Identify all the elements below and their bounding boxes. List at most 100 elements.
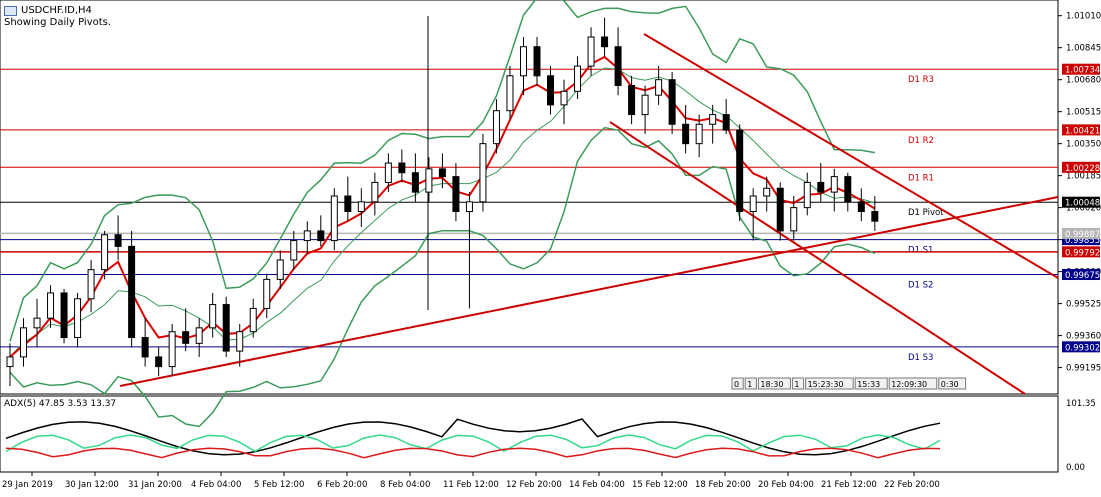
pivot-price-tag <box>1062 269 1100 281</box>
adx-min-label: 0.00 <box>1066 463 1085 473</box>
candle-body <box>6 356 14 368</box>
pivot-price-tag <box>1062 124 1100 136</box>
candle-body <box>533 46 541 77</box>
candle-body <box>290 240 298 261</box>
session-pill-label: 0:30 <box>941 380 959 389</box>
candle-body <box>682 123 690 145</box>
bollinger-upper <box>9 0 875 342</box>
candle-body <box>20 327 28 358</box>
pivot-name: D1 S3 <box>908 353 933 363</box>
time-label: 5 Feb 12:00 <box>254 480 304 490</box>
candle-body <box>249 307 257 333</box>
adx-max-label: 101.35 <box>1066 399 1096 409</box>
candle-body <box>195 327 203 344</box>
candle-body <box>357 201 365 213</box>
session-pill-box <box>938 377 967 390</box>
pivot-name: D1 Pivot <box>908 208 944 218</box>
candle-body <box>101 234 109 271</box>
candle-body <box>155 356 163 368</box>
pivot-name: D1 S1 <box>908 246 933 256</box>
candle-body <box>411 172 419 193</box>
candle-body <box>141 337 149 358</box>
adx-indicator: 101.35 0.00 <box>5 399 1096 473</box>
chart-window-icon <box>4 5 17 16</box>
time-label: 30 Jan 12:00 <box>65 480 119 490</box>
adx-plus-di-line <box>5 434 941 453</box>
level-price-label: 0.99792 <box>1065 248 1100 258</box>
candle-body <box>749 195 757 213</box>
candle-body <box>479 143 487 203</box>
time-label: 15 Feb 12:00 <box>632 480 688 490</box>
pivot-price-label: 1.00228 <box>1065 164 1100 174</box>
session-pill-label: 15:23:30 <box>808 380 844 389</box>
candle-body <box>547 75 555 106</box>
candle-body <box>330 195 338 242</box>
candle-body <box>655 79 663 96</box>
bollinger-lower <box>9 126 876 428</box>
candle-body <box>398 162 406 174</box>
pivot-price-label: 1.00734 <box>1065 66 1100 76</box>
candle-body <box>465 201 473 213</box>
session-pill-label: 0 <box>734 380 739 389</box>
candle-body <box>857 201 865 213</box>
candle-body <box>844 176 852 203</box>
price-tick-label: 1.00020 <box>1066 204 1101 214</box>
level-price-label: 0.99887 <box>1065 230 1100 240</box>
chart-header: USDCHF.ID,H4 Showing Daily Pivots. <box>4 4 111 28</box>
pivot-name: D1 R3 <box>908 75 934 85</box>
candle-body <box>47 292 55 319</box>
pivot-price-label: 0.99302 <box>1065 343 1100 353</box>
candle-body <box>763 187 771 197</box>
candle-body <box>492 110 500 145</box>
session-pill-label: 18:30 <box>760 380 783 389</box>
candle-body <box>425 168 433 193</box>
bollinger-bands <box>9 0 876 428</box>
session-pill-box <box>791 377 805 390</box>
session-pill-label: 1 <box>747 380 752 389</box>
session-pills: 0 1 18:30 1 15:23:30 15:33 12:09:30 0:30 <box>731 377 967 390</box>
candle-body <box>303 230 311 242</box>
session-pill-label: 1 <box>794 380 799 389</box>
session-pill-box <box>757 377 791 390</box>
candle-body <box>709 114 717 125</box>
candle-body <box>817 181 825 193</box>
price-tick-label: 1.00350 <box>1066 140 1101 150</box>
candle-body <box>601 36 609 48</box>
price-tick-label: 0.99195 <box>1066 364 1101 374</box>
session-pill-box <box>744 377 757 390</box>
pivot-name: D1 R1 <box>908 173 934 183</box>
candles <box>6 17 879 386</box>
candle-body <box>736 129 744 213</box>
pivot-price-tag <box>1062 196 1100 208</box>
session-pill-box <box>888 377 938 390</box>
candle-body <box>871 211 879 222</box>
time-label: 18 Feb 20:00 <box>695 480 751 490</box>
candle-body <box>276 259 284 280</box>
candle-body <box>128 245 136 339</box>
pivot-name: D1 R2 <box>908 136 934 146</box>
candle-body <box>668 79 676 125</box>
trend-line-channel-top <box>643 33 1059 279</box>
candle-body <box>695 123 703 145</box>
price-tick-label: 1.01010 <box>1066 12 1101 22</box>
session-pill-label: 15:33 <box>857 380 880 389</box>
time-label: 8 Feb 04:00 <box>380 480 430 490</box>
time-label: 20 Feb 04:00 <box>758 480 814 490</box>
candle-body <box>776 187 784 232</box>
price-tick-label: 1.00185 <box>1066 172 1101 182</box>
candle-body <box>722 114 730 131</box>
session-pill-label: 12:09:30 <box>891 380 927 389</box>
adx-label: ADX(5) 47.85 3.53 13.37 <box>4 399 117 409</box>
candle-body <box>790 207 798 232</box>
pivot-price-label: 0.99675 <box>1065 271 1100 281</box>
adx-minus-di-line <box>5 447 941 459</box>
pivot-price-tag <box>1062 341 1100 353</box>
time-label: 22 Feb 20:00 <box>884 480 940 490</box>
candle-body <box>384 162 392 183</box>
candle-body <box>222 304 230 352</box>
candle-body <box>236 331 244 352</box>
time-label: 4 Feb 04:00 <box>191 480 241 490</box>
time-label: 31 Jan 20:00 <box>128 480 182 490</box>
candle-body <box>344 195 352 213</box>
